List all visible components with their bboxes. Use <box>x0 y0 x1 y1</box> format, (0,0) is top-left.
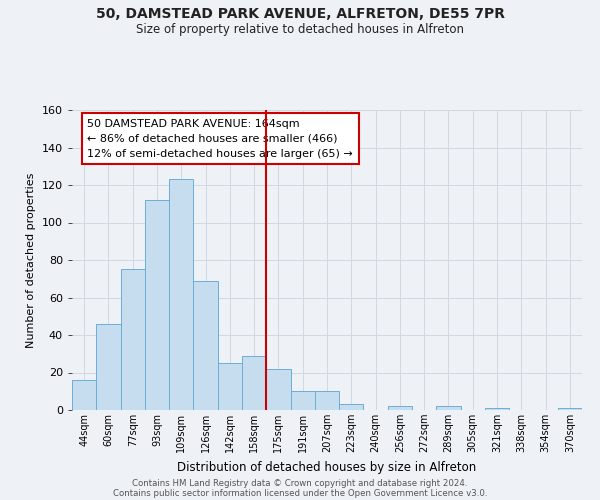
Text: 50, DAMSTEAD PARK AVENUE, ALFRETON, DE55 7PR: 50, DAMSTEAD PARK AVENUE, ALFRETON, DE55… <box>95 8 505 22</box>
Bar <box>436 406 461 410</box>
Bar <box>315 391 339 410</box>
Bar <box>72 380 96 410</box>
Bar <box>242 356 266 410</box>
Bar <box>485 408 509 410</box>
Bar <box>558 408 582 410</box>
Text: Contains public sector information licensed under the Open Government Licence v3: Contains public sector information licen… <box>113 488 487 498</box>
Bar <box>339 404 364 410</box>
Text: Contains HM Land Registry data © Crown copyright and database right 2024.: Contains HM Land Registry data © Crown c… <box>132 478 468 488</box>
Text: Size of property relative to detached houses in Alfreton: Size of property relative to detached ho… <box>136 22 464 36</box>
Bar <box>145 200 169 410</box>
Bar <box>290 391 315 410</box>
Bar <box>388 406 412 410</box>
Bar <box>218 363 242 410</box>
Bar <box>96 324 121 410</box>
Bar <box>266 369 290 410</box>
X-axis label: Distribution of detached houses by size in Alfreton: Distribution of detached houses by size … <box>178 460 476 473</box>
Bar <box>169 180 193 410</box>
Bar <box>193 280 218 410</box>
Text: 50 DAMSTEAD PARK AVENUE: 164sqm
← 86% of detached houses are smaller (466)
12% o: 50 DAMSTEAD PARK AVENUE: 164sqm ← 86% of… <box>88 119 353 158</box>
Y-axis label: Number of detached properties: Number of detached properties <box>26 172 36 348</box>
Bar <box>121 270 145 410</box>
